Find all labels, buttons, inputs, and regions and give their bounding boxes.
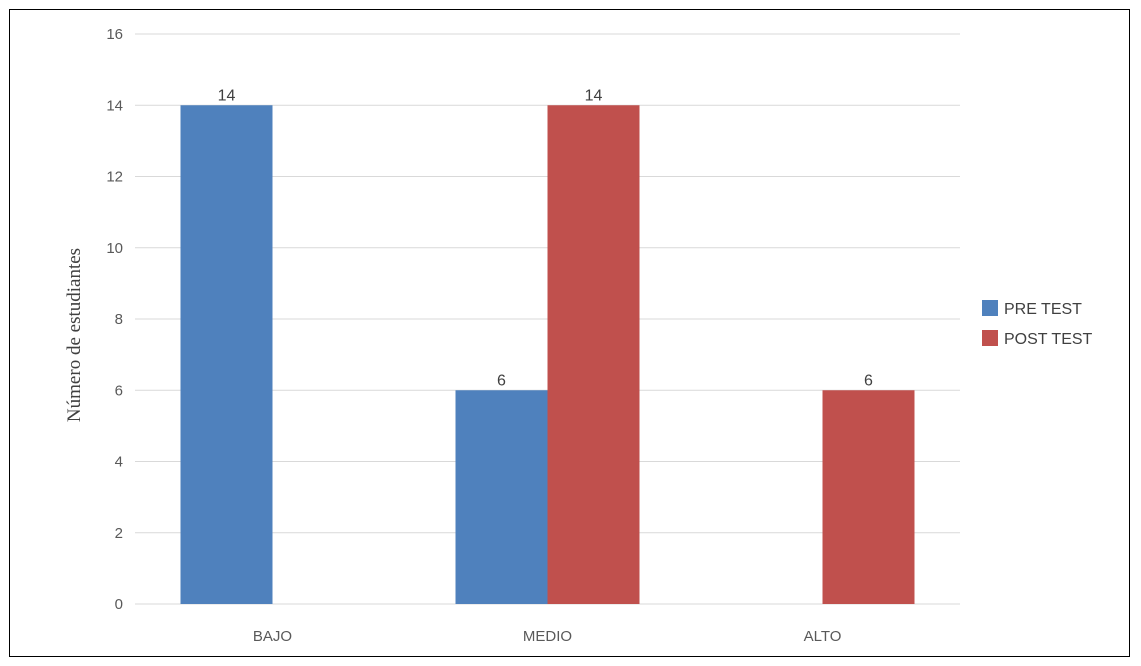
x-tick-label: BAJO (253, 628, 292, 645)
y-tick-label: 12 (106, 169, 123, 186)
legend-label: PRE TEST (1004, 301, 1082, 318)
y-tick-label: 10 (106, 240, 123, 257)
x-tick-label: MEDIO (523, 628, 572, 645)
legend-swatch (982, 300, 998, 316)
legend-label: POST TEST (1004, 331, 1093, 348)
bars (180, 105, 915, 604)
bar-bajo-pre-test (180, 105, 273, 604)
legend-swatch (982, 330, 998, 346)
bar-chart: 0 2 4 6 8 10 12 14 16 14 6 14 6 BAJO MEDIO ALTO Númer… (64, 26, 1093, 645)
chart-frame: 0 2 4 6 8 10 12 14 16 14 6 14 6 BAJO MEDIO ALTO Númer… (9, 9, 1130, 657)
y-tick-label: 14 (106, 97, 123, 114)
y-tick-label: 4 (115, 454, 123, 471)
data-label: 14 (585, 87, 603, 104)
x-axis-ticks: BAJO MEDIO ALTO (253, 628, 841, 645)
y-tick-label: 6 (115, 382, 123, 399)
data-label: 6 (497, 372, 506, 389)
data-label: 14 (218, 87, 236, 104)
y-tick-label: 0 (115, 596, 123, 613)
y-tick-label: 8 (115, 311, 123, 328)
data-labels: 14 6 14 6 (218, 87, 873, 389)
legend: PRE TEST POST TEST (982, 300, 1093, 348)
x-tick-label: ALTO (804, 628, 842, 645)
data-label: 6 (864, 372, 873, 389)
y-tick-label: 16 (106, 26, 123, 43)
bar-medio-pre-test (455, 390, 548, 604)
y-tick-label: 2 (115, 525, 123, 542)
y-axis-ticks: 0 2 4 6 8 10 12 14 16 (106, 26, 123, 613)
bar-alto-post-test (822, 390, 915, 604)
bar-medio-post-test (547, 105, 640, 604)
y-axis-title: Número de estudiantes (64, 248, 85, 422)
